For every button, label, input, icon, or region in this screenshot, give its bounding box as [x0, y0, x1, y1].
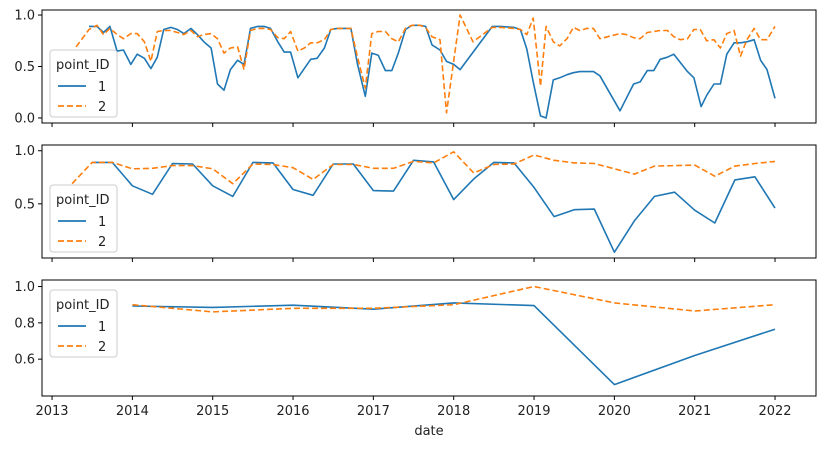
legend-box	[49, 289, 118, 358]
legend-label-1: 1	[98, 320, 106, 335]
legend-label-2: 2	[98, 340, 106, 355]
axes-frame	[41, 9, 817, 124]
legend: point_ID 1 2	[49, 289, 118, 358]
y-tick-label: 0.0	[14, 111, 35, 126]
axes-frame	[41, 279, 817, 397]
x-tick-label: 2019	[517, 404, 550, 419]
series-line-2	[75, 14, 776, 114]
y-tick-label: 0.5	[14, 60, 35, 75]
legend-label-1: 1	[98, 80, 106, 95]
x-tick-label: 2013	[35, 404, 68, 419]
x-tick-label: 2018	[437, 404, 470, 419]
legend: point_ID 1 2	[49, 184, 118, 253]
x-tick-label: 2020	[598, 404, 631, 419]
subplot-2: 0.5 1.0 point_ID 1 2	[14, 144, 817, 262]
subplot-1: 0.0 0.5 1.0 point_ID 1 2	[14, 9, 817, 127]
x-tick-label: 2016	[276, 404, 309, 419]
legend-label-2: 2	[98, 100, 106, 115]
axes-frame	[41, 144, 817, 259]
series-line-2	[132, 285, 776, 313]
y-tick-label: 1.0	[14, 9, 35, 24]
x-axis-label: date	[414, 424, 443, 439]
legend-label-1: 1	[98, 215, 106, 230]
y-tick-label: 1.0	[14, 144, 35, 159]
y-tick-label: 0.5	[14, 197, 35, 212]
legend: point_ID 1 2	[49, 49, 118, 118]
legend-title: point_ID	[56, 298, 110, 313]
y-tick-label: 0.6	[14, 353, 35, 368]
legend-label-2: 2	[98, 235, 106, 250]
legend-title: point_ID	[56, 193, 110, 208]
series-line-2	[71, 151, 776, 185]
legend-box	[49, 49, 118, 118]
x-tick-label: 2017	[357, 404, 390, 419]
x-tick-label: 2022	[758, 404, 791, 419]
subplot-3: 0.6 0.8 1.0 2013 2014 2015 2016 2017 2018 2019 202…	[14, 279, 817, 439]
x-tick-label: 2015	[196, 404, 229, 419]
y-tick-label: 1.0	[14, 280, 35, 295]
legend-title: point_ID	[56, 58, 110, 73]
series-line-1	[132, 302, 776, 386]
y-tick-label: 0.8	[14, 316, 35, 331]
series-line-1	[92, 159, 776, 253]
x-tick-label: 2014	[116, 404, 149, 419]
legend-box	[49, 184, 118, 253]
x-tick-label: 2021	[678, 404, 711, 419]
series-line-1	[89, 24, 776, 119]
